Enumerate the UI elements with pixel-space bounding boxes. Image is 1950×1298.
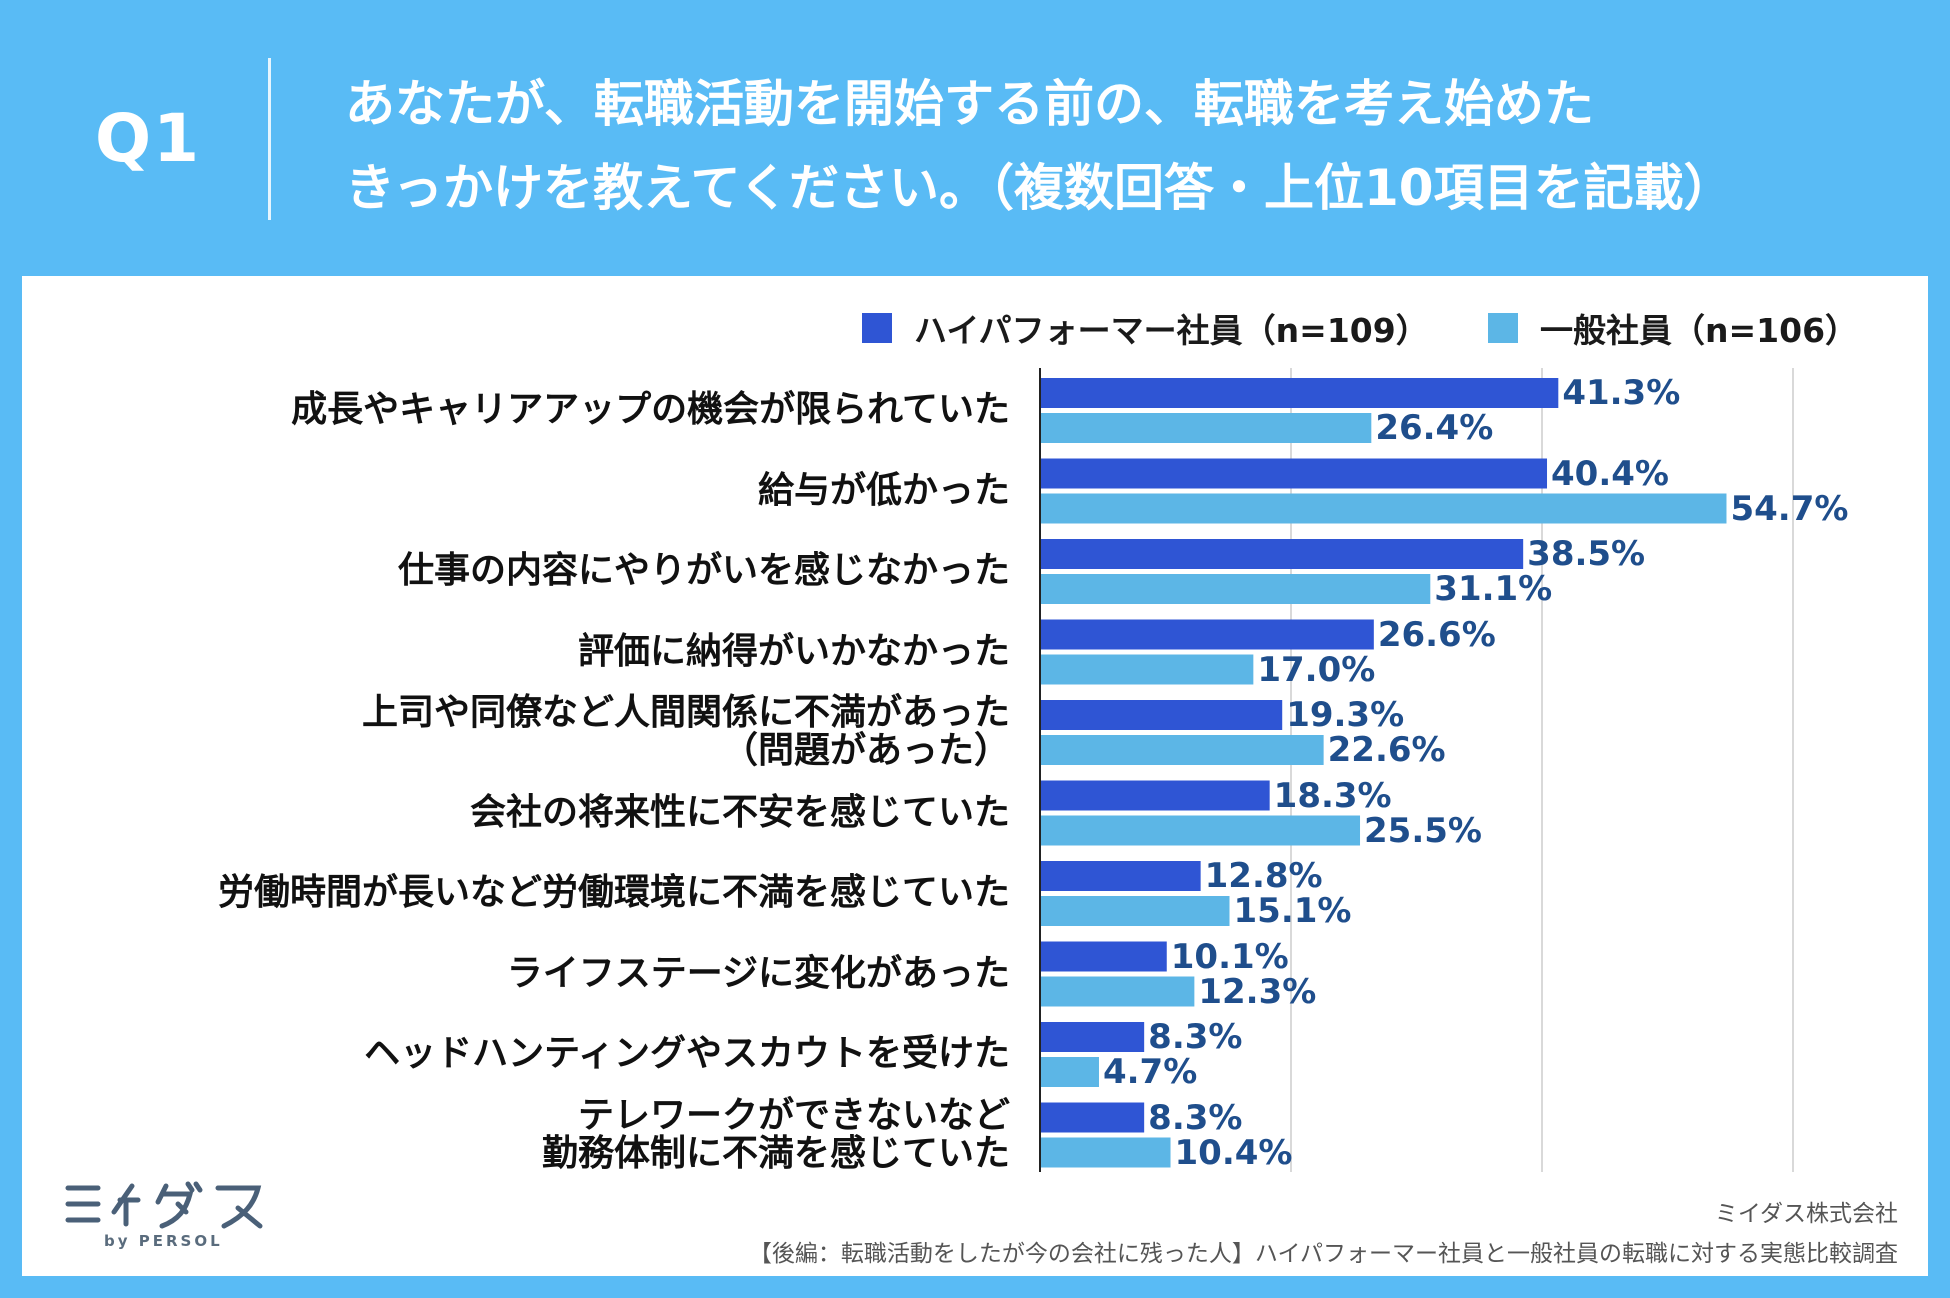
value-label-general-8: 12.3% (1198, 971, 1317, 1012)
value-label-general-7: 15.1% (1233, 891, 1352, 931)
bar-high-performer-10 (1040, 1102, 1145, 1133)
question-title-line1: あなたが、転職活動を開始する前の、転職を考え始めた (345, 75, 1594, 133)
category-label-8: ライフステージに変化があった (110, 952, 1010, 994)
chart-panel (22, 276, 1928, 1276)
legend-item-general: 一般社員（n=106） (1488, 306, 1858, 350)
category-label-line: 成長やキャリアアップの機会が限られていた (291, 389, 1010, 430)
bar-general-2 (1040, 493, 1727, 524)
category-label-line: 仕事の内容にやりがいを感じなかった (397, 550, 1010, 591)
legend-label-general: 一般社員（n=106） (1540, 311, 1859, 350)
category-label-7: 労働時間が長いなど労働環境に不満を感じていた (110, 874, 1010, 912)
value-label-general-6: 25.5% (1364, 810, 1482, 851)
category-label-line: 給与が低かった (757, 469, 1010, 511)
category-label-line: 労働時間が長いなど労働環境に不満を感じていた (217, 872, 1010, 913)
category-label-10: テレワークができないなど 勤務体制に不満を感じていた (110, 1094, 1010, 1174)
bar-high-performer-9 (1040, 1022, 1145, 1052)
category-label-line: （問題があった） (721, 730, 1010, 771)
legend-swatch-high-performer (862, 313, 892, 343)
question-number: Q1 (95, 100, 202, 177)
value-label-general-5: 22.6% (1327, 730, 1446, 770)
bar-general-1 (1040, 413, 1372, 443)
category-label-line: 会社の将来性に不安を感じていた (469, 791, 1010, 833)
value-label-general-1: 26.4% (1375, 408, 1494, 448)
bar-high-performer-7 (1040, 861, 1201, 891)
value-label-general-2: 54.7% (1730, 488, 1849, 529)
bar-general-7 (1040, 896, 1230, 926)
bar-high-performer-8 (1040, 941, 1167, 972)
value-label-high-performer-1: 41.3% (1562, 373, 1681, 413)
category-label-line: ライフステージに変化があった (506, 952, 1010, 994)
bar-high-performer-1 (1040, 378, 1559, 408)
bar-general-9 (1040, 1057, 1099, 1087)
survey-source: 【後編：転職活動をしたが今の会社に残った人】ハイパフォーマー社員と一般社員の転職… (748, 1241, 1898, 1267)
bar-high-performer-4 (1040, 619, 1374, 650)
category-label-line: ヘッドハンティングやスカウトを受けた (364, 1033, 1010, 1074)
bar-general-8 (1040, 976, 1195, 1007)
category-label-line: 評価に納得がいかなかった (577, 630, 1010, 672)
value-label-high-performer-8: 10.1% (1170, 936, 1289, 977)
bar-general-5 (1040, 735, 1324, 765)
header-divider (268, 58, 271, 220)
header-banner: Q1 あなたが、転職活動を開始する前の、転職を考え始めた きっかけを教えてくださ… (0, 0, 1950, 276)
logo-byline: by PERSOL (104, 1232, 223, 1250)
legend-label-high-performer: ハイパフォーマー社員（n=109） (914, 311, 1429, 350)
value-label-high-performer-3: 38.5% (1527, 534, 1646, 574)
category-label-line: 上司や同僚など人間関係に不満があった (361, 692, 1010, 733)
bar-high-performer-2 (1040, 458, 1548, 489)
category-label-line: 勤務体制に不満を感じていた (541, 1132, 1010, 1174)
bar-general-6 (1040, 815, 1361, 846)
value-label-high-performer-4: 26.6% (1377, 614, 1496, 655)
legend-item-high-performer: ハイパフォーマー社員（n=109） (862, 306, 1429, 350)
question-title-line2: きっかけを教えてください。（複数回答・上位10項目を記載） (345, 159, 1734, 217)
value-label-high-performer-5: 19.3% (1286, 695, 1405, 735)
value-label-general-9: 4.7% (1102, 1052, 1198, 1092)
bar-general-3 (1040, 574, 1431, 604)
bar-high-performer-3 (1040, 539, 1524, 569)
category-label-9: ヘッドハンティングやスカウトを受けた (110, 1035, 1010, 1073)
category-label-6: 会社の将来性に不安を感じていた (110, 791, 1010, 833)
category-label-1: 成長やキャリアアップの機会が限られていた (110, 391, 1010, 429)
value-label-general-3: 31.1% (1434, 569, 1553, 609)
legend-swatch-general (1488, 313, 1518, 343)
category-label-5: 上司や同僚など人間関係に不満があった （問題があった） (110, 694, 1010, 770)
value-label-high-performer-10: 8.3% (1148, 1097, 1243, 1138)
category-label-2: 給与が低かった (110, 469, 1010, 511)
category-label-line: テレワークができないなど (577, 1094, 1010, 1136)
value-label-high-performer-7: 12.8% (1204, 856, 1323, 896)
value-label-general-4: 17.0% (1257, 649, 1376, 690)
miidas-logo (65, 1181, 263, 1229)
company-name: ミイダス株式会社 (1714, 1201, 1898, 1227)
category-label-4: 評価に納得がいかなかった (110, 630, 1010, 672)
bar-general-10 (1040, 1137, 1171, 1168)
value-label-high-performer-6: 18.3% (1273, 775, 1392, 816)
bar-general-4 (1040, 654, 1254, 685)
value-label-high-performer-9: 8.3% (1148, 1017, 1243, 1057)
question-title: あなたが、転職活動を開始する前の、転職を考え始めた きっかけを教えてください。（… (345, 62, 1935, 230)
bar-high-performer-6 (1040, 780, 1270, 811)
value-label-high-performer-2: 40.4% (1551, 453, 1669, 494)
value-label-general-10: 10.4% (1174, 1132, 1293, 1173)
category-label-3: 仕事の内容にやりがいを感じなかった (110, 552, 1010, 590)
bar-high-performer-5 (1040, 700, 1283, 730)
